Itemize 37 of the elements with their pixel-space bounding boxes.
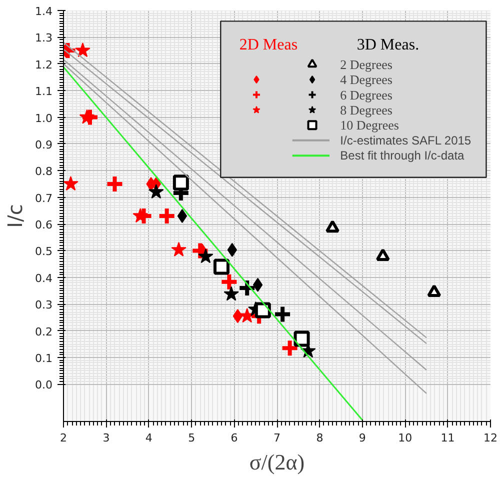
y-tick-label: 0.1 [35, 352, 53, 365]
legend-label: 10 Degrees [340, 118, 399, 133]
x-tick-label: 2 [60, 432, 67, 444]
legend-label: 6 Degrees [340, 87, 392, 102]
legend-label: 8 Degrees [340, 102, 392, 118]
x-tick-label: 5 [188, 432, 196, 444]
legend-label: Best fit through I/c-data [340, 148, 465, 163]
x-tick-label: 11 [440, 432, 455, 444]
y-tick-label: 1.1 [35, 85, 53, 98]
y-tick-label: 0.4 [35, 272, 53, 285]
legend-label: 4 Degrees [340, 72, 392, 88]
x-tick-label: 10 [398, 432, 412, 444]
y-tick-label: 1.3 [35, 32, 53, 45]
y-axis-title: I/c [3, 204, 28, 228]
y-tick-label: 0.5 [35, 245, 53, 258]
x-tick-label: 8 [316, 432, 324, 444]
x-tick-label: 9 [358, 432, 366, 444]
x-tick-label: 6 [230, 432, 238, 444]
annotation: 2D Meas [239, 36, 298, 54]
x-axis-title: σ/(2α) [249, 450, 305, 474]
x-tick-label: 3 [102, 432, 110, 444]
y-tick-label: 0.3 [35, 298, 53, 312]
y-tick-label: 0.7 [35, 192, 53, 205]
x-tick-label: 7 [274, 432, 280, 444]
y-tick-label: 1.2 [35, 58, 53, 72]
y-tick-label: 0.8 [35, 165, 53, 178]
annotation: 3D Meas. [356, 36, 420, 54]
legend-label: I/c-estimates SAFL 2015 [340, 133, 472, 148]
y-tick-label: 0.6 [35, 218, 53, 232]
y-tick-label: 0.0 [35, 378, 53, 392]
legend-label: 2 Degrees [340, 56, 392, 72]
y-tick-label: 1.4 [35, 5, 53, 18]
x-tick-label: 4 [145, 432, 152, 444]
x-tick-label: 12 [484, 432, 498, 444]
y-tick-label: 0.9 [35, 138, 53, 152]
y-tick-label: 1.0 [35, 112, 53, 125]
y-tick-label: 0.2 [35, 325, 53, 338]
